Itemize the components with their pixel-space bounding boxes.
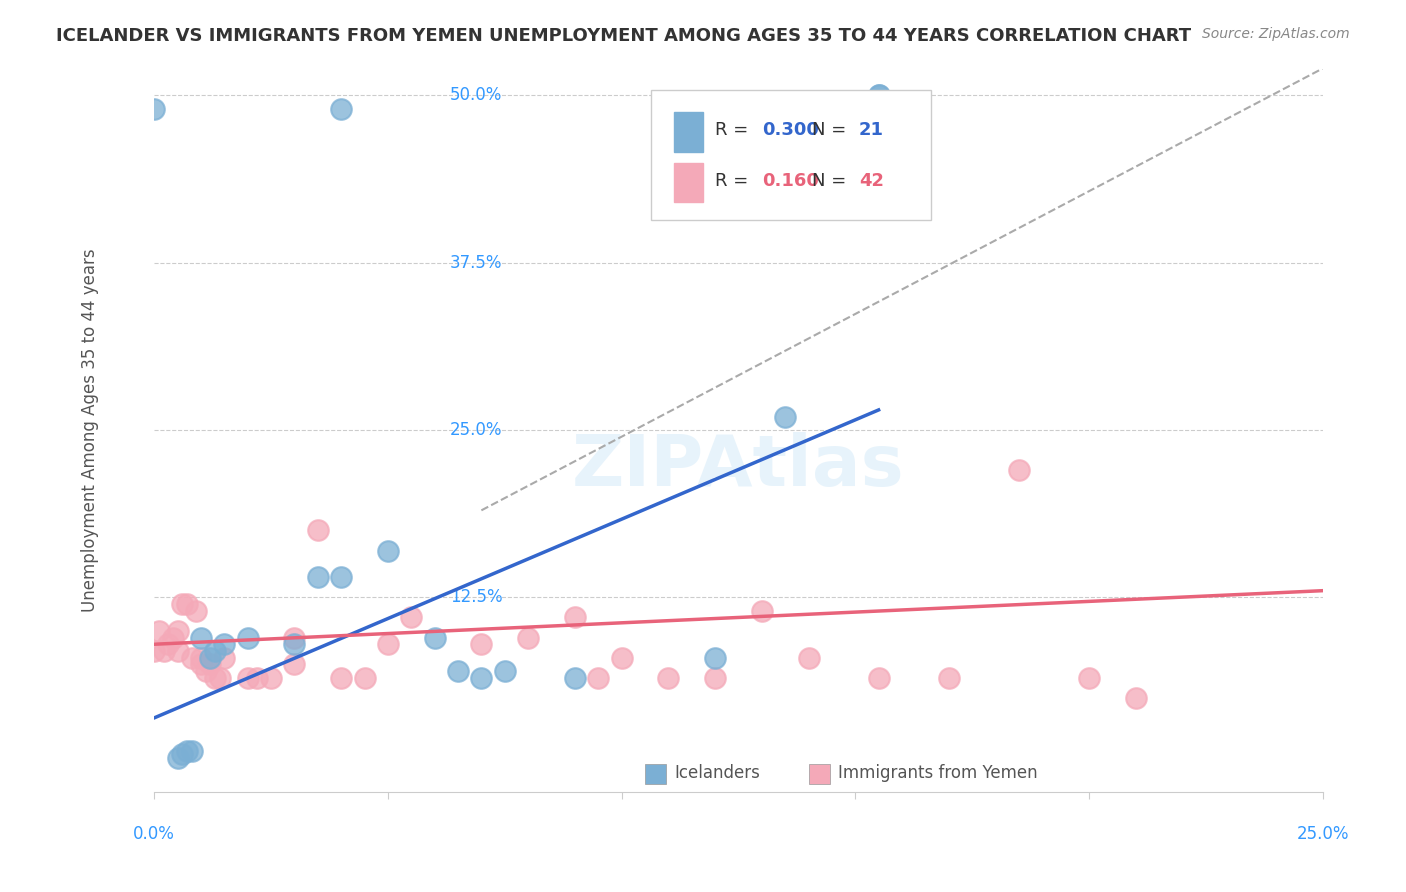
Point [190, 631, 212, 645]
Point [773, 409, 796, 424]
Point [1008, 463, 1031, 477]
Point [401, 610, 423, 624]
Point [204, 644, 226, 658]
Text: 0.0%: 0.0% [134, 825, 176, 843]
Point [162, 631, 184, 645]
Point [283, 637, 305, 651]
Text: 21: 21 [859, 121, 884, 139]
Point [200, 650, 222, 665]
Text: 12.5%: 12.5% [450, 589, 502, 607]
Text: 37.5%: 37.5% [450, 253, 502, 272]
Point [236, 631, 259, 645]
Point [166, 751, 188, 765]
Point [157, 637, 180, 651]
Text: 25.0%: 25.0% [450, 421, 502, 439]
Point [180, 650, 202, 665]
Point [148, 624, 170, 638]
Point [166, 624, 188, 638]
Point [704, 650, 727, 665]
Text: N =: N = [813, 171, 852, 190]
Point [797, 650, 820, 665]
Point [143, 102, 166, 116]
Point [214, 637, 236, 651]
Point [208, 671, 231, 685]
Point [938, 671, 960, 685]
Point [200, 657, 222, 672]
Point [586, 671, 609, 685]
Point [470, 671, 492, 685]
Point [330, 102, 353, 116]
Point [517, 631, 540, 645]
Text: Unemployment Among Ages 35 to 44 years: Unemployment Among Ages 35 to 44 years [82, 248, 98, 612]
Text: 42: 42 [859, 171, 884, 190]
Point [152, 644, 174, 658]
Text: R =: R = [716, 121, 754, 139]
Point [564, 610, 586, 624]
Point [214, 650, 236, 665]
Point [330, 570, 353, 584]
Point [166, 644, 188, 658]
Text: R =: R = [716, 171, 754, 190]
Point [172, 597, 194, 611]
Text: 0.300: 0.300 [762, 121, 818, 139]
FancyBboxPatch shape [651, 90, 931, 220]
Point [176, 744, 198, 758]
Point [307, 570, 329, 584]
Text: Icelanders: Icelanders [673, 764, 761, 782]
Bar [673, 162, 703, 202]
Point [704, 671, 727, 685]
Point [186, 604, 208, 618]
Text: ICELANDER VS IMMIGRANTS FROM YEMEN UNEMPLOYMENT AMONG AGES 35 TO 44 YEARS CORREL: ICELANDER VS IMMIGRANTS FROM YEMEN UNEMP… [56, 27, 1191, 45]
Point [610, 650, 633, 665]
Point [260, 671, 283, 685]
Point [194, 664, 217, 678]
Bar [673, 112, 703, 152]
Point [283, 631, 305, 645]
Bar [645, 764, 666, 784]
Point [236, 671, 259, 685]
Point [1077, 671, 1099, 685]
Point [564, 671, 586, 685]
Text: 50.0%: 50.0% [450, 87, 502, 104]
Point [751, 604, 773, 618]
Point [180, 744, 202, 758]
Point [868, 88, 890, 103]
Text: Immigrants from Yemen: Immigrants from Yemen [838, 764, 1038, 782]
Point [353, 671, 375, 685]
Point [172, 747, 194, 761]
Bar [808, 764, 830, 784]
Text: N =: N = [813, 121, 852, 139]
Point [423, 631, 446, 645]
Point [204, 671, 226, 685]
Text: Source: ZipAtlas.com: Source: ZipAtlas.com [1202, 27, 1350, 41]
Text: 0.160: 0.160 [762, 171, 818, 190]
Point [1125, 690, 1147, 705]
Point [657, 671, 679, 685]
Point [868, 671, 890, 685]
Point [868, 88, 890, 103]
Point [190, 657, 212, 672]
Point [377, 543, 399, 558]
Point [246, 671, 269, 685]
Point [377, 637, 399, 651]
Point [176, 597, 198, 611]
Point [447, 664, 470, 678]
Point [143, 644, 166, 658]
Point [494, 664, 516, 678]
Text: ZIPAtlas: ZIPAtlas [572, 432, 904, 500]
Point [330, 671, 353, 685]
Text: 25.0%: 25.0% [1296, 825, 1348, 843]
Point [190, 650, 212, 665]
Point [470, 637, 492, 651]
Point [283, 657, 305, 672]
Point [307, 524, 329, 538]
